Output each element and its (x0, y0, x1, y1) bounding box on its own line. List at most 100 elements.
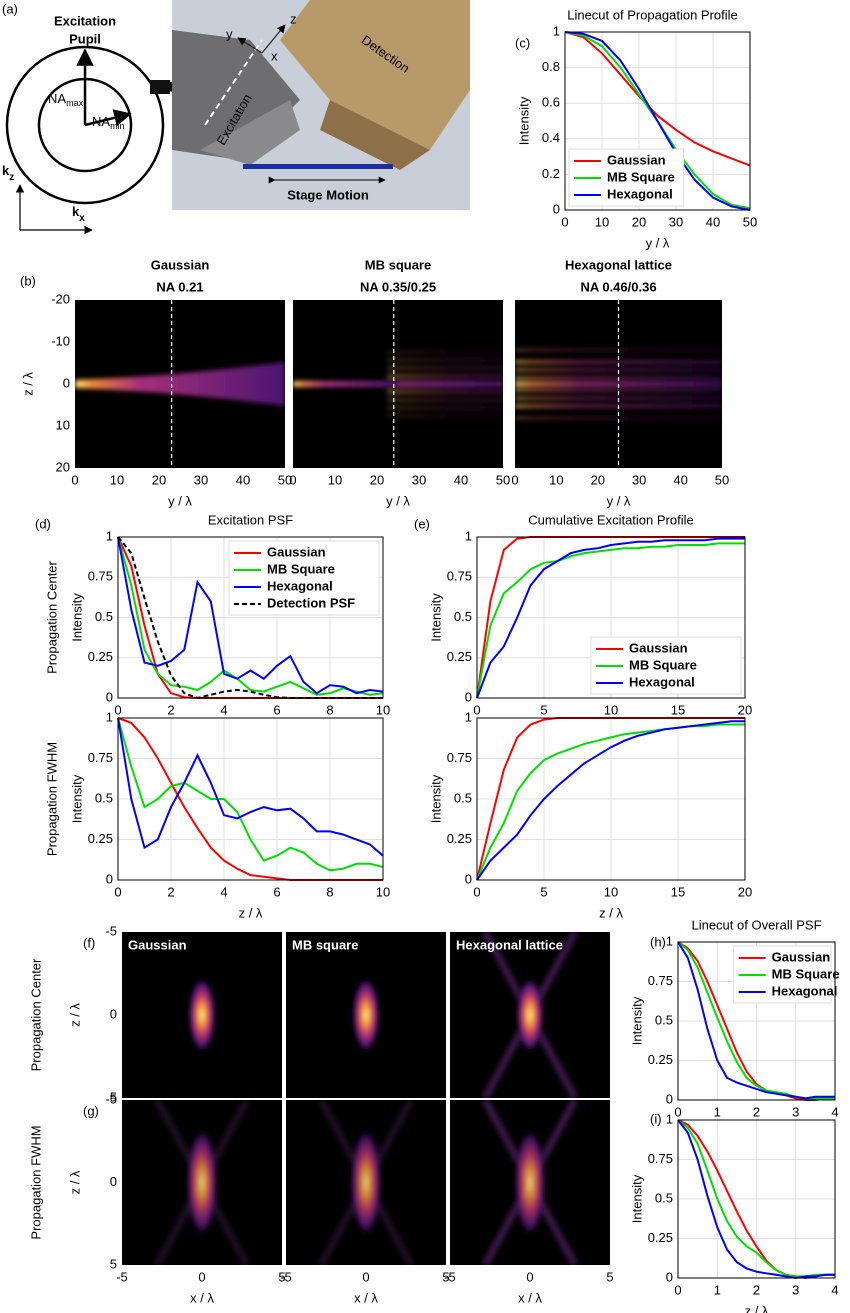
y-axis-label: Intensity (428, 774, 443, 823)
y-tick-label: 0 (110, 1174, 117, 1189)
axis-label: z (290, 11, 297, 26)
x-tick-label: 0 (526, 1269, 533, 1284)
spot (186, 1127, 218, 1238)
x-tick-label: 30 (669, 214, 683, 229)
panel-label: (g) (83, 1103, 99, 1118)
x-tick-label: 20 (370, 472, 384, 487)
heatmap (293, 300, 503, 468)
legend-label: Hexagonal (772, 983, 838, 998)
x-tick-label: 8 (326, 884, 333, 899)
beam (515, 416, 722, 420)
beam (387, 374, 503, 378)
x-tick-label: 10 (604, 702, 618, 717)
chart-title: Linecut of Overall PSF (691, 917, 821, 932)
pupil-title: Pupil (69, 31, 101, 46)
plot-frame (677, 941, 836, 1101)
x-tick-label: 30 (412, 472, 426, 487)
x-tick-label: 15 (671, 702, 685, 717)
x-tick-label: 2 (167, 884, 174, 899)
legend-label: MB Square (607, 169, 675, 184)
y-tick-label: -5 (105, 1091, 117, 1106)
heatmap (286, 932, 446, 1098)
series-line (476, 723, 745, 881)
y-tick-label: 1 (553, 23, 560, 38)
chart-title: Linecut of Propagation Profile (567, 7, 738, 22)
y-tick-label: 0.5 (655, 1190, 673, 1205)
na-min-sub: min (110, 121, 125, 131)
panel-label: (f) (83, 935, 95, 950)
y-tick-label: 0.25 (447, 831, 472, 846)
chart-title: MB square (365, 257, 431, 272)
beam (515, 360, 722, 364)
x-tick-label: 20 (738, 884, 752, 899)
heatmap-image (188, 977, 216, 1053)
spot (352, 977, 380, 1053)
spot (350, 1127, 382, 1238)
x-tick-label: 0 (362, 1269, 369, 1284)
inset-label: Gaussian (128, 937, 187, 952)
y-tick-label: 0.75 (88, 569, 113, 584)
beam (387, 366, 503, 370)
plot-frame (564, 31, 751, 211)
x-tick-label: 6 (273, 702, 280, 717)
x-tick-label: 0 (71, 472, 78, 487)
y-tick-label: 1 (106, 528, 113, 543)
y-tick-label: -20 (51, 291, 70, 306)
arrow (84, 109, 132, 127)
y-axis-label: Intensity (428, 593, 443, 642)
x-axis-label: x / λ (354, 1290, 378, 1305)
x-tick-label: 1 (714, 1282, 721, 1297)
kz: kz (2, 163, 14, 182)
panel-label: (e) (414, 516, 430, 531)
y-tick-label: 5 (110, 1256, 117, 1271)
legend-label: MB Square (267, 561, 335, 576)
plot-frame (476, 717, 746, 881)
x-tick-label: 50 (496, 472, 510, 487)
x-tick-label: 0 (674, 1282, 681, 1297)
plot-frame (677, 1119, 836, 1279)
x-tick-label: 10 (376, 884, 390, 899)
x-tick-label: 3 (792, 1104, 799, 1119)
kz: k (2, 163, 10, 178)
beam (387, 398, 503, 402)
legend-label: Hexagonal (607, 186, 673, 201)
axis (237, 37, 263, 54)
chart-title: Excitation PSF (208, 512, 293, 527)
x-tick-label: 6 (273, 884, 280, 899)
panel-label: (c) (515, 35, 530, 50)
x-axis-label: y / λ (168, 493, 192, 508)
x-tick-label: 4 (831, 1104, 838, 1119)
panel-label: (b) (20, 273, 36, 288)
y-tick-label: 5 (110, 1089, 117, 1104)
x-tick-label: 0 (511, 472, 518, 487)
panel-label: (h) (650, 934, 666, 949)
x-tick-label: 10 (549, 472, 563, 487)
heatmap-image (481, 1100, 579, 1265)
y-tick-label: 0 (666, 1269, 673, 1284)
y-tick-label: 0.25 (648, 1052, 673, 1067)
y-tick-label: 0.8 (542, 59, 560, 74)
x-tick-label: 20 (738, 702, 752, 717)
y-axis-label: Intensity (69, 774, 84, 823)
series-line (117, 536, 384, 696)
y-tick-label: 0.25 (88, 649, 113, 664)
x-tick-label: 5 (606, 1269, 613, 1284)
x-tick-label: 0 (674, 1104, 681, 1119)
dashed-line (204, 39, 263, 126)
legend-label: Detection PSF (267, 595, 355, 610)
chart-title: Hexagonal lattice (565, 257, 672, 272)
series-line (677, 941, 835, 1100)
y-tick-label: 0 (465, 689, 472, 704)
y-axis-label: Intensity (516, 96, 531, 145)
chart-subtitle: NA 0.46/0.36 (580, 279, 656, 294)
x-tick-label: 5 (540, 702, 547, 717)
x-tick-label: 10 (110, 472, 124, 487)
row-label: Propagation FWHM (28, 1125, 43, 1239)
diagram: (a) Excitation Pupil NAmax NAmin kz kx y… (2, 0, 470, 235)
chart-title: Cumulative Excitation Profile (528, 512, 693, 527)
heatmap-image (481, 932, 579, 1098)
row-label: Propagation Center (28, 958, 43, 1071)
y-axis-label: Intensity (629, 1174, 644, 1223)
pupil-outer (5, 45, 165, 205)
y-tick-label: 0 (110, 1006, 117, 1021)
